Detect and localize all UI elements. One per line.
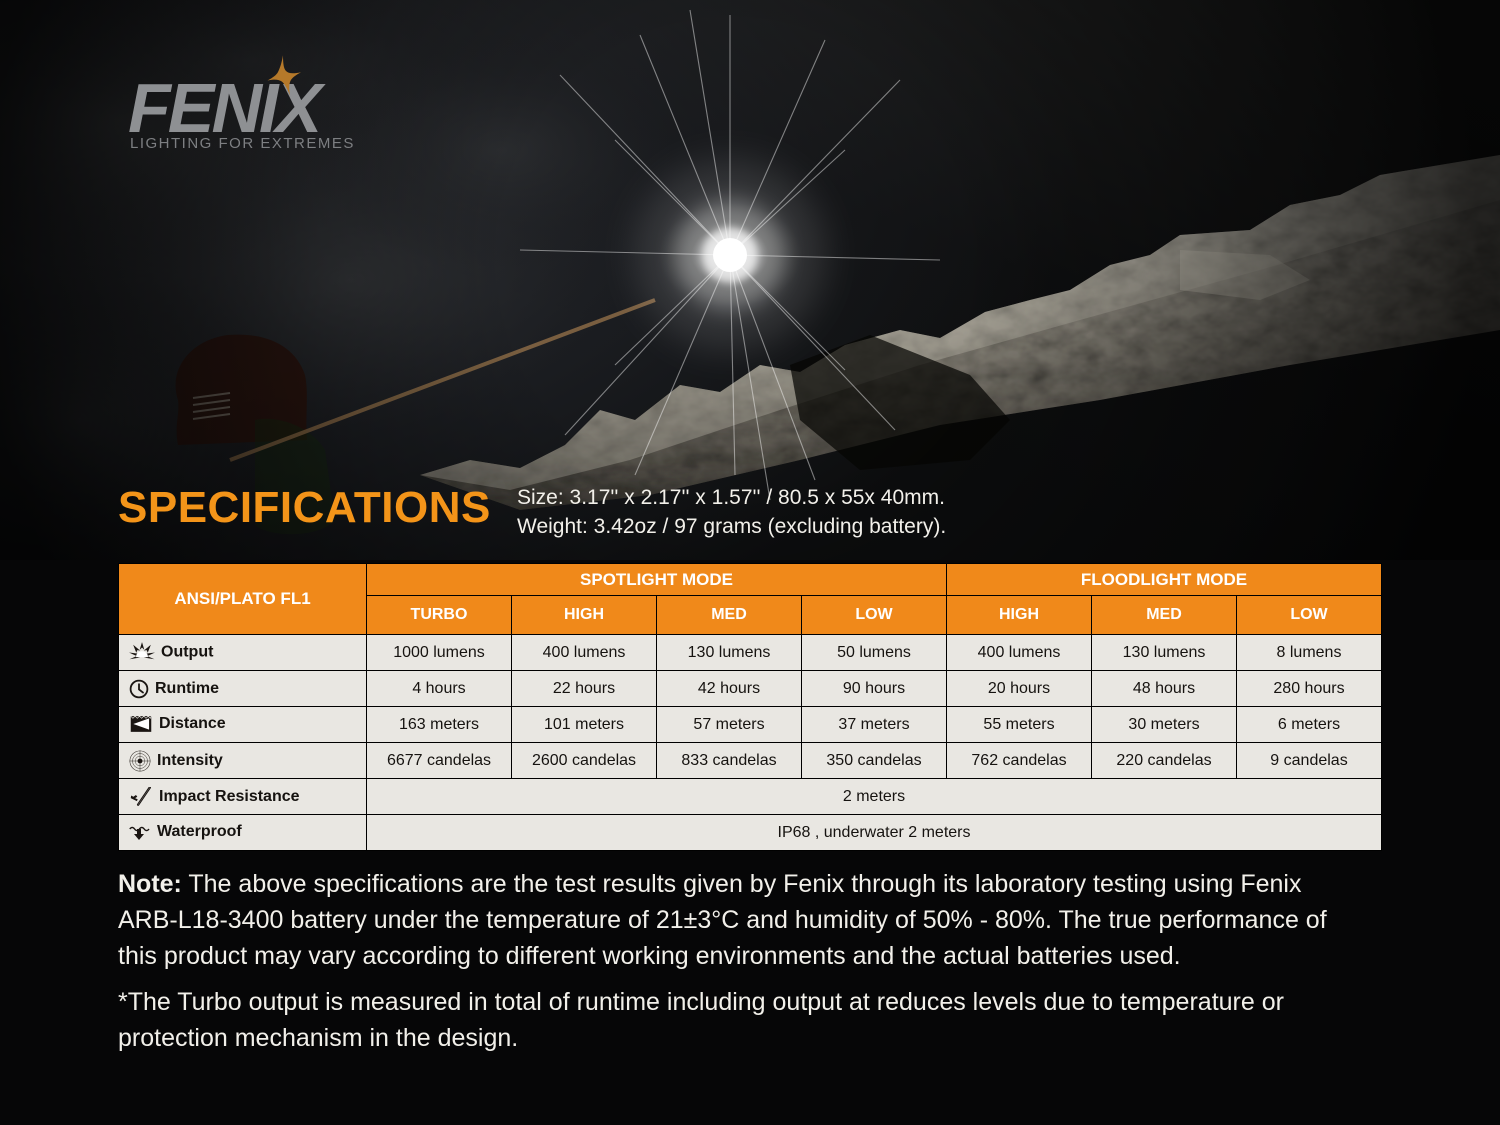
svg-text:LIGHTING FOR EXTREMES: LIGHTING FOR EXTREMES <box>130 135 355 152</box>
